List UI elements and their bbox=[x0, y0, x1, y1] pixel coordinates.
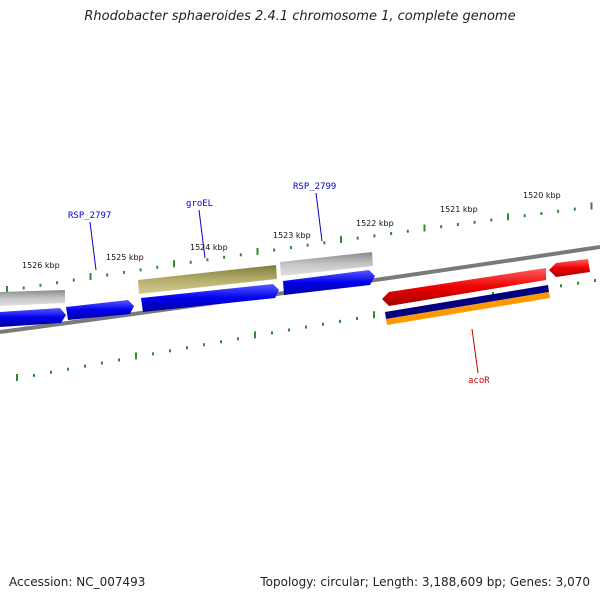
gene-RSP-2799[interactable] bbox=[283, 270, 375, 295]
acoR-navy-band[interactable] bbox=[385, 285, 549, 319]
ruler-tick bbox=[84, 364, 86, 368]
ruler-tick bbox=[305, 325, 307, 329]
ruler-tick bbox=[356, 317, 358, 321]
ruler-tick bbox=[56, 281, 59, 285]
ruler-tick bbox=[256, 247, 259, 255]
ruler-tick bbox=[152, 352, 154, 356]
accession-text: Accession: NC_007493 bbox=[9, 575, 146, 589]
kbp-label: 1521 kbp bbox=[440, 205, 478, 214]
ruler-tick bbox=[50, 370, 52, 374]
gene-label-RSP-2799[interactable]: RSP_2799 bbox=[293, 182, 336, 192]
ruler-tick bbox=[106, 273, 109, 277]
ruler-tick bbox=[339, 319, 341, 323]
ruler-tick bbox=[6, 286, 8, 293]
ruler-tick bbox=[456, 222, 459, 226]
ruler-tick bbox=[118, 358, 120, 362]
ruler-tick bbox=[507, 213, 509, 221]
ruler-tick bbox=[33, 373, 35, 377]
ruler-tick bbox=[139, 268, 142, 272]
gene-grey-mid[interactable] bbox=[280, 252, 373, 276]
ruler-tick bbox=[423, 224, 426, 232]
ruler-tick bbox=[557, 209, 560, 213]
genome-summary-text: Topology: circular; Length: 3,188,609 bp… bbox=[260, 575, 590, 589]
ruler-tick bbox=[254, 331, 256, 339]
ruler-tick bbox=[237, 337, 239, 341]
ruler-tick bbox=[473, 220, 476, 224]
ruler-tick bbox=[340, 235, 342, 243]
ruler-tick bbox=[156, 265, 159, 269]
ruler-tick bbox=[239, 253, 242, 257]
ruler-tick bbox=[186, 346, 188, 350]
gene-groEL[interactable] bbox=[141, 284, 279, 312]
ruler-tick bbox=[306, 243, 309, 247]
ruler-tick bbox=[273, 248, 276, 252]
leader-RSP-2797 bbox=[89, 221, 97, 271]
ruler-tick bbox=[289, 246, 292, 250]
ruler-tick bbox=[406, 229, 409, 233]
ruler-tick bbox=[540, 211, 543, 215]
kbp-label: 1526 kbp bbox=[22, 261, 60, 270]
ruler-tick bbox=[323, 241, 326, 245]
gene-grey-left[interactable] bbox=[0, 290, 65, 306]
leader-RSP-2799 bbox=[315, 192, 323, 242]
map-title: Rhodobacter sphaeroides 2.4.1 chromosome… bbox=[84, 9, 516, 24]
kbp-label: 1522 kbp bbox=[356, 219, 394, 228]
gene-label-RSP-2797[interactable]: RSP_2797 bbox=[68, 211, 111, 221]
gene-label-acoR[interactable]: acoR bbox=[468, 376, 490, 386]
kbp-label: 1520 kbp bbox=[523, 191, 561, 200]
ruler-tick bbox=[173, 260, 175, 268]
ruler-tick bbox=[440, 225, 443, 229]
ruler-tick bbox=[373, 311, 375, 319]
ruler-tick bbox=[135, 352, 137, 360]
ruler-tick bbox=[16, 374, 18, 381]
ruler-tick bbox=[72, 278, 75, 282]
ruler-tick bbox=[39, 283, 42, 287]
ruler-tick bbox=[206, 258, 209, 262]
ruler-tick bbox=[577, 281, 579, 285]
ruler-tick bbox=[189, 260, 192, 264]
ruler-tick bbox=[590, 202, 593, 210]
ruler-tick bbox=[220, 340, 222, 344]
gene-red-1[interactable] bbox=[382, 268, 546, 306]
ruler-tick bbox=[523, 214, 526, 218]
ruler-tick bbox=[573, 207, 576, 211]
acoR-orange-band[interactable] bbox=[386, 292, 550, 325]
ruler-tick bbox=[560, 284, 562, 288]
kbp-label: 1524 kbp bbox=[190, 243, 228, 252]
ruler-tick bbox=[169, 349, 171, 353]
leader-groEL bbox=[198, 209, 206, 259]
ruler-tick bbox=[594, 279, 596, 282]
ruler-tick bbox=[373, 234, 376, 238]
ruler-tick bbox=[271, 331, 273, 335]
upper-tick-row bbox=[6, 202, 593, 293]
gene-red-2[interactable] bbox=[549, 259, 590, 277]
ruler-tick bbox=[203, 343, 205, 347]
ruler-tick bbox=[356, 236, 359, 240]
gene-blue-2[interactable] bbox=[66, 300, 134, 320]
gene-groEL-adjacent[interactable] bbox=[138, 265, 277, 294]
kbp-label: 1525 kbp bbox=[106, 253, 144, 262]
ruler-tick bbox=[223, 255, 226, 259]
ruler-tick bbox=[67, 367, 69, 371]
kbp-label: 1523 kbp bbox=[273, 231, 311, 240]
gene-label-groEL[interactable]: groEL bbox=[186, 199, 213, 209]
ruler-tick bbox=[122, 270, 125, 274]
ruler-tick bbox=[22, 286, 25, 290]
leader-acoR bbox=[471, 328, 479, 374]
ruler-tick bbox=[101, 361, 103, 365]
ruler-tick bbox=[390, 232, 393, 236]
ruler-tick bbox=[490, 218, 493, 222]
ruler-tick bbox=[89, 273, 92, 281]
gene-blue-1[interactable] bbox=[0, 308, 66, 327]
ruler-tick bbox=[322, 322, 324, 326]
ruler-tick bbox=[288, 328, 290, 332]
